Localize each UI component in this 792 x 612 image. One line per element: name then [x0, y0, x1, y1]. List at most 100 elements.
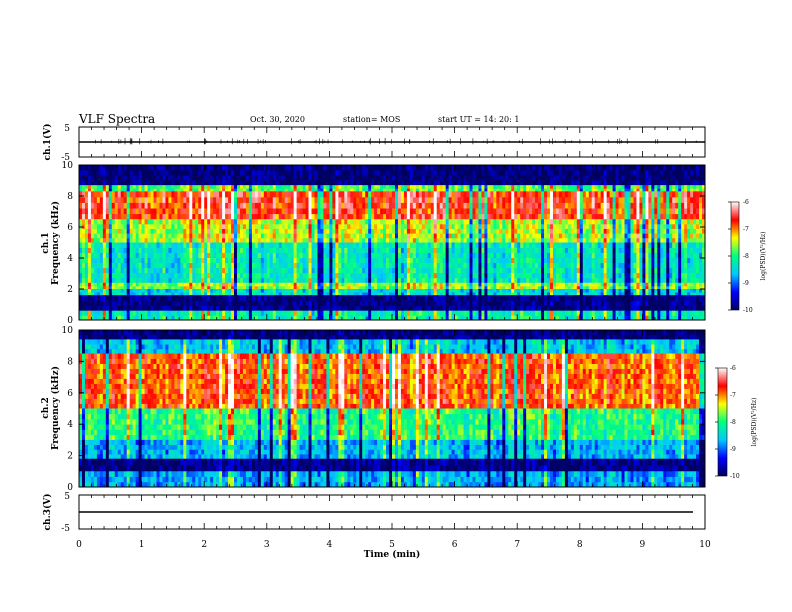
- spectrogram-ch1-cell: [660, 267, 664, 274]
- spectrogram-ch1-cell: [642, 252, 646, 259]
- spectrogram-ch1-cell: [415, 175, 420, 181]
- spectrogram-ch1-cell: [552, 185, 557, 189]
- spectrogram-ch1-cell: [618, 272, 622, 279]
- spectrogram-ch1-cell: [687, 208, 691, 215]
- spectrogram-ch1-cell: [618, 175, 622, 181]
- spectrogram-ch1-cell: [141, 165, 145, 171]
- spectrogram-ch1-cell: [150, 272, 154, 279]
- spectrogram-ch1-cell: [111, 272, 116, 279]
- spectrogram-ch1-cell: [126, 242, 131, 248]
- spectrogram-ch1-cell: [657, 267, 661, 274]
- spectrogram-ch1-cell: [558, 262, 563, 269]
- spectrogram-ch1-cell: [448, 213, 453, 220]
- spectrogram-ch1-cell: [466, 267, 470, 274]
- spectrogram-ch1-cell: [177, 252, 181, 259]
- spectrogram-ch1-cell: [499, 170, 503, 176]
- spectrogram-ch1-cell: [314, 228, 318, 234]
- spectrogram-ch1-cell: [702, 170, 706, 176]
- spectrogram-ch1-cell: [162, 191, 166, 198]
- spectrogram-ch1-cell: [135, 185, 140, 189]
- spectrogram-ch1-cell: [204, 188, 208, 192]
- spectrogram-ch1-cell: [585, 272, 590, 279]
- spectrogram-ch1-cell: [368, 170, 372, 176]
- spectrogram-ch1-cell: [576, 228, 581, 234]
- spectrogram-ch1-cell: [502, 202, 506, 209]
- spectrogram-ch1-cell: [490, 219, 494, 225]
- spectrogram-ch1-cell: [186, 237, 190, 243]
- spectrogram-ch1-cell: [326, 213, 330, 220]
- spectrogram-ch1-cell: [201, 237, 205, 243]
- spectrogram-ch1-cell: [666, 252, 670, 259]
- spectrogram-ch1-cell: [275, 170, 280, 176]
- spectrogram-ch1-cell: [627, 272, 631, 279]
- spectrogram-ch1-cell: [323, 191, 327, 198]
- spectrogram-ch1-cell: [663, 228, 667, 234]
- spectrogram-ch1-cell: [362, 233, 366, 239]
- spectrogram-ch1-cell: [278, 202, 283, 209]
- spectrogram-ch1-cell: [457, 267, 461, 274]
- spectrogram-ch1-cell: [624, 252, 628, 259]
- spectrogram-ch1-cell: [144, 196, 148, 203]
- spectrogram-ch1-cell: [356, 188, 360, 192]
- spectrogram-ch1-cell: [287, 208, 292, 215]
- spectrogram-ch1-cell: [633, 213, 637, 220]
- spectrogram-ch1-cell: [347, 188, 351, 192]
- spectrogram-ch1-cell: [383, 175, 387, 181]
- spectrogram-ch1-cell: [132, 165, 137, 171]
- spectrogram-ch1-cell: [547, 219, 551, 225]
- spectrogram-ch1-cell: [693, 165, 697, 171]
- spectrogram-ch1-cell: [317, 213, 321, 220]
- spectrogram-ch1-cell: [153, 228, 157, 234]
- spectrogram-ch1-cell: [594, 165, 599, 171]
- spectrogram-ch1-cell: [511, 247, 515, 253]
- spectrogram-ch1-cell: [177, 170, 181, 176]
- spectrogram-ch1-cell: [520, 202, 524, 209]
- spectrogram-ch1-cell: [511, 267, 515, 274]
- spectrogram-ch1-cell: [308, 219, 312, 225]
- spectrogram-ch1-cell: [222, 252, 226, 259]
- spectrogram-ch1-cell: [219, 223, 223, 229]
- spectrogram-ch1-cell: [460, 202, 464, 209]
- spectrogram-ch1-cell: [699, 272, 703, 279]
- spectrogram-ch1-cell: [207, 180, 211, 186]
- spectrogram-ch1-cell: [368, 223, 372, 229]
- spectrogram-ch1-cell: [296, 228, 300, 234]
- spectrogram-ch1-cell: [311, 191, 315, 198]
- spectrogram-ch1-cell: [168, 219, 172, 225]
- spectrogram-ch1-cell: [231, 257, 235, 264]
- spectrogram-ch1-cell: [481, 223, 485, 229]
- spectrogram-ch1-cell: [150, 208, 154, 215]
- spectrogram-ch1-cell: [445, 233, 450, 239]
- spectrogram-ch1-cell: [219, 277, 223, 284]
- spectrogram-ch1-cell: [338, 228, 342, 234]
- spectrogram-ch1-cell: [186, 175, 190, 181]
- spectrogram-ch1-cell: [424, 277, 429, 284]
- spectrogram-ch1-cell: [651, 228, 655, 234]
- spectrogram-ch1-cell: [439, 219, 444, 225]
- spectrogram-ch1-cell: [287, 170, 292, 176]
- spectrogram-ch1-cell: [547, 228, 551, 234]
- spectrogram-ch1-cell: [690, 237, 694, 243]
- spectrogram-ch1-cell: [263, 185, 268, 189]
- spectrogram-ch1-cell: [520, 196, 524, 203]
- spectrogram-ch1-cell: [216, 257, 220, 264]
- spectrogram-ch1-cell: [549, 170, 554, 176]
- spectrogram-ch1-cell: [177, 247, 181, 253]
- spectrogram-ch1-cell: [79, 185, 83, 189]
- spectrogram-ch1-cell: [535, 185, 539, 189]
- spectrogram-ch1-cell: [269, 196, 274, 203]
- spectrogram-ch1-cell: [693, 202, 697, 209]
- spectrogram-ch1-cell: [189, 213, 193, 220]
- spectrogram-ch1-cell: [591, 185, 596, 189]
- spectrogram-ch1-cell: [347, 219, 351, 225]
- spectrogram-ch1-cell: [93, 202, 98, 209]
- spectrogram-ch1-cell: [96, 262, 101, 269]
- spectrogram-ch1-cell: [630, 213, 634, 220]
- spectrogram-ch1-cell: [90, 213, 95, 220]
- spectrogram-ch1-cell: [397, 257, 402, 264]
- spectrogram-ch1-cell: [338, 223, 342, 229]
- spectrogram-ch1-cell: [478, 252, 482, 259]
- spectrogram-ch1-cell: [406, 228, 411, 234]
- spectrogram-ch1-cell: [320, 233, 324, 239]
- spectrogram-ch1-cell: [180, 262, 184, 269]
